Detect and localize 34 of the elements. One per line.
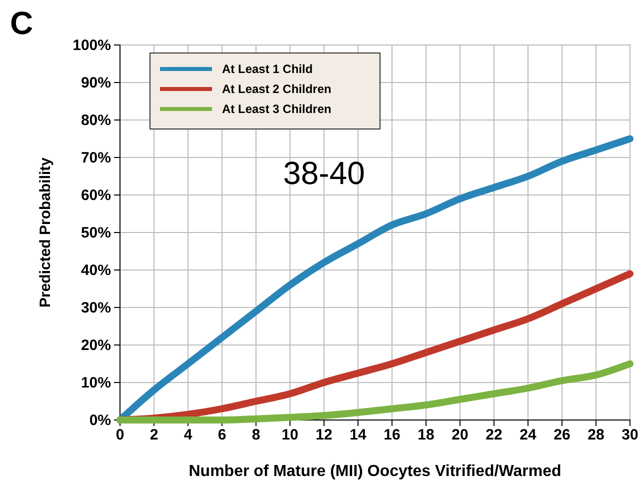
x-tick-label: 26: [554, 426, 570, 444]
x-tick-label: 24: [520, 426, 537, 444]
text: C: [10, 5, 34, 41]
legend-label: At Least 2 Children: [222, 82, 332, 96]
x-tick-label: 18: [418, 426, 434, 444]
y-tick-label: 50%: [80, 224, 111, 242]
x-tick-label: 14: [350, 426, 367, 444]
x-tick-label: 2: [150, 426, 158, 444]
y-tick-label: 60%: [80, 186, 111, 204]
x-tick-label: 12: [316, 426, 332, 444]
y-tick-label: 20%: [80, 336, 111, 354]
y-tick-label: 70%: [80, 149, 111, 166]
annotation: 38-40: [283, 154, 365, 191]
legend-label: At Least 1 Child: [222, 62, 313, 76]
x-tick-label: 22: [486, 426, 502, 444]
y-tick-label: 100%: [72, 36, 111, 54]
y-tick-label: 40%: [80, 262, 111, 279]
y-tick-label: 10%: [80, 374, 111, 392]
legend-label: At Least 3 Children: [222, 102, 332, 116]
x-tick-label: 8: [252, 426, 260, 444]
x-tick-label: 30: [622, 426, 638, 444]
x-tick-label: 6: [218, 426, 226, 444]
x-tick-label: 10: [282, 426, 298, 444]
y-tick-label: 80%: [80, 112, 111, 129]
x-tick-label: 20: [452, 426, 468, 444]
y-tick-label: 90%: [80, 74, 111, 92]
y-axis-title: Predicted Probability: [37, 156, 54, 308]
y-tick-label: 30%: [80, 299, 111, 316]
x-tick-label: 0: [116, 426, 124, 444]
x-tick-label: 16: [384, 426, 400, 444]
x-tick-label: 4: [184, 426, 193, 444]
y-tick-label: 0%: [89, 412, 111, 429]
x-axis-title: Number of Mature (MII) Oocytes Vitrified/Warmed: [188, 463, 562, 480]
x-tick-label: 28: [588, 426, 604, 444]
